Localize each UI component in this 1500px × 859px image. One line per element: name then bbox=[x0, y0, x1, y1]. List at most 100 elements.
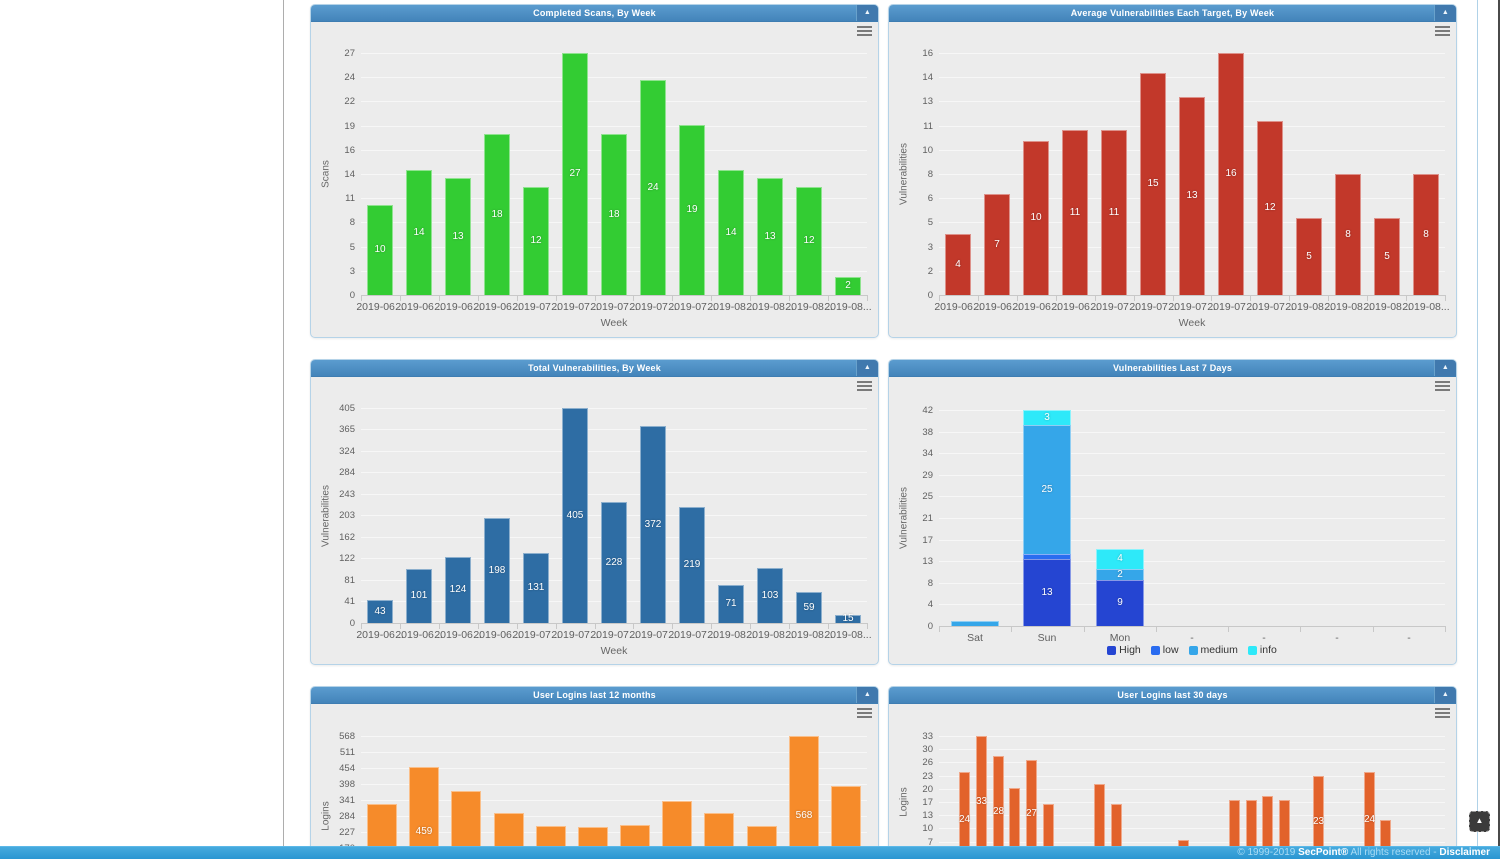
bar[interactable] bbox=[1313, 776, 1324, 859]
bar[interactable] bbox=[409, 767, 439, 859]
collapse-button[interactable]: ▲ bbox=[1434, 360, 1456, 376]
bar[interactable] bbox=[1026, 760, 1037, 859]
bar[interactable] bbox=[406, 170, 432, 295]
bar[interactable] bbox=[984, 194, 1010, 295]
disclaimer-link[interactable]: Disclaimer bbox=[1439, 847, 1490, 858]
legend-item[interactable]: High bbox=[1107, 644, 1141, 656]
chart-menu-icon[interactable] bbox=[857, 26, 872, 38]
y-tick-label: 27 bbox=[344, 48, 355, 59]
collapse-button[interactable]: ▲ bbox=[856, 360, 878, 376]
y-tick-label: 16 bbox=[344, 145, 355, 156]
bar[interactable] bbox=[562, 53, 588, 295]
bar[interactable] bbox=[1374, 218, 1400, 295]
bar[interactable] bbox=[601, 502, 627, 623]
bar[interactable] bbox=[484, 134, 510, 295]
bar[interactable] bbox=[445, 557, 471, 623]
collapse-button[interactable]: ▲ bbox=[1434, 687, 1456, 703]
stacked-bar-segment[interactable] bbox=[1096, 580, 1144, 626]
gridline bbox=[939, 453, 1445, 454]
bar[interactable] bbox=[445, 178, 471, 295]
bar[interactable] bbox=[1380, 820, 1391, 859]
stacked-bar-segment[interactable] bbox=[1023, 554, 1071, 559]
bar[interactable] bbox=[562, 408, 588, 623]
bar[interactable] bbox=[945, 234, 971, 295]
bar[interactable] bbox=[1009, 788, 1020, 859]
bar[interactable] bbox=[601, 134, 627, 295]
bar[interactable] bbox=[1246, 800, 1257, 859]
bar[interactable] bbox=[1257, 121, 1283, 295]
bar[interactable] bbox=[523, 187, 549, 295]
bar[interactable] bbox=[1296, 218, 1322, 295]
bar[interactable] bbox=[757, 178, 783, 295]
bar[interactable] bbox=[406, 569, 432, 623]
rights-text: All rights reserved - bbox=[1350, 847, 1437, 858]
bar[interactable] bbox=[640, 426, 666, 623]
chevron-up-icon: ▲ bbox=[1441, 364, 1450, 371]
bar[interactable] bbox=[1364, 772, 1375, 859]
bar[interactable] bbox=[1101, 130, 1127, 295]
bar[interactable] bbox=[1140, 73, 1166, 295]
stacked-bar-segment[interactable] bbox=[1096, 549, 1144, 569]
bar[interactable] bbox=[679, 507, 705, 623]
bar-value-label: 7 bbox=[994, 239, 1000, 250]
legend-label: info bbox=[1259, 644, 1277, 656]
bar[interactable] bbox=[1094, 784, 1105, 859]
bar[interactable] bbox=[1043, 804, 1054, 859]
bar[interactable] bbox=[679, 125, 705, 295]
bar[interactable] bbox=[718, 170, 744, 295]
bar[interactable] bbox=[993, 756, 1004, 859]
chart-menu-icon[interactable] bbox=[1435, 26, 1450, 38]
bar-value-label: 28 bbox=[992, 806, 1005, 817]
bar[interactable] bbox=[1279, 800, 1290, 859]
bar[interactable] bbox=[1111, 804, 1122, 859]
gridline bbox=[361, 816, 867, 817]
bar[interactable] bbox=[959, 772, 970, 859]
bar-value-label: 19 bbox=[686, 204, 698, 215]
stacked-bar-segment[interactable] bbox=[1096, 569, 1144, 580]
bar-value-label: 16 bbox=[1225, 168, 1237, 179]
bar[interactable] bbox=[757, 568, 783, 623]
bar[interactable] bbox=[976, 736, 987, 859]
bar[interactable] bbox=[1413, 174, 1439, 295]
bar[interactable] bbox=[718, 585, 744, 623]
chart-menu-icon[interactable] bbox=[1435, 708, 1450, 720]
chart-menu-icon[interactable] bbox=[857, 381, 872, 393]
x-axis-tick bbox=[595, 296, 596, 301]
collapse-button[interactable]: ▲ bbox=[856, 5, 878, 21]
bar[interactable] bbox=[1062, 130, 1088, 295]
bar[interactable] bbox=[367, 205, 393, 295]
y-tick-label: 10 bbox=[922, 823, 933, 834]
bar[interactable] bbox=[523, 553, 549, 623]
legend-item[interactable]: medium bbox=[1188, 644, 1238, 656]
bar[interactable] bbox=[1262, 796, 1273, 859]
stacked-bar-segment[interactable] bbox=[1023, 425, 1071, 554]
bar[interactable] bbox=[1218, 53, 1244, 295]
stacked-bar-segment[interactable] bbox=[951, 621, 999, 626]
collapse-button[interactable]: ▲ bbox=[1434, 5, 1456, 21]
bar[interactable] bbox=[789, 736, 819, 859]
y-tick-label: 42 bbox=[922, 405, 933, 416]
scroll-to-top-button[interactable]: ▲ bbox=[1469, 811, 1490, 832]
legend-item[interactable]: info bbox=[1247, 644, 1277, 656]
collapse-button[interactable]: ▲ bbox=[856, 687, 878, 703]
legend-item[interactable]: low bbox=[1150, 644, 1179, 656]
bar[interactable] bbox=[1179, 97, 1205, 295]
x-axis-tick bbox=[978, 296, 979, 301]
chart-menu-icon[interactable] bbox=[857, 708, 872, 720]
stacked-bar-segment[interactable] bbox=[1023, 410, 1071, 425]
bar[interactable] bbox=[796, 187, 822, 295]
bar[interactable] bbox=[1229, 800, 1240, 859]
y-tick-label: 8 bbox=[927, 578, 933, 589]
bar[interactable] bbox=[484, 518, 510, 623]
bar[interactable] bbox=[1023, 141, 1049, 295]
bar[interactable] bbox=[367, 600, 393, 623]
bar[interactable] bbox=[1335, 174, 1361, 295]
x-axis-tick bbox=[595, 624, 596, 629]
bar[interactable] bbox=[640, 80, 666, 295]
bar[interactable] bbox=[796, 592, 822, 623]
stacked-bar-segment[interactable] bbox=[1023, 559, 1071, 626]
chart-menu-icon[interactable] bbox=[1435, 381, 1450, 393]
bar[interactable] bbox=[835, 277, 861, 295]
x-axis-tick bbox=[789, 624, 790, 629]
bar[interactable] bbox=[835, 615, 861, 623]
